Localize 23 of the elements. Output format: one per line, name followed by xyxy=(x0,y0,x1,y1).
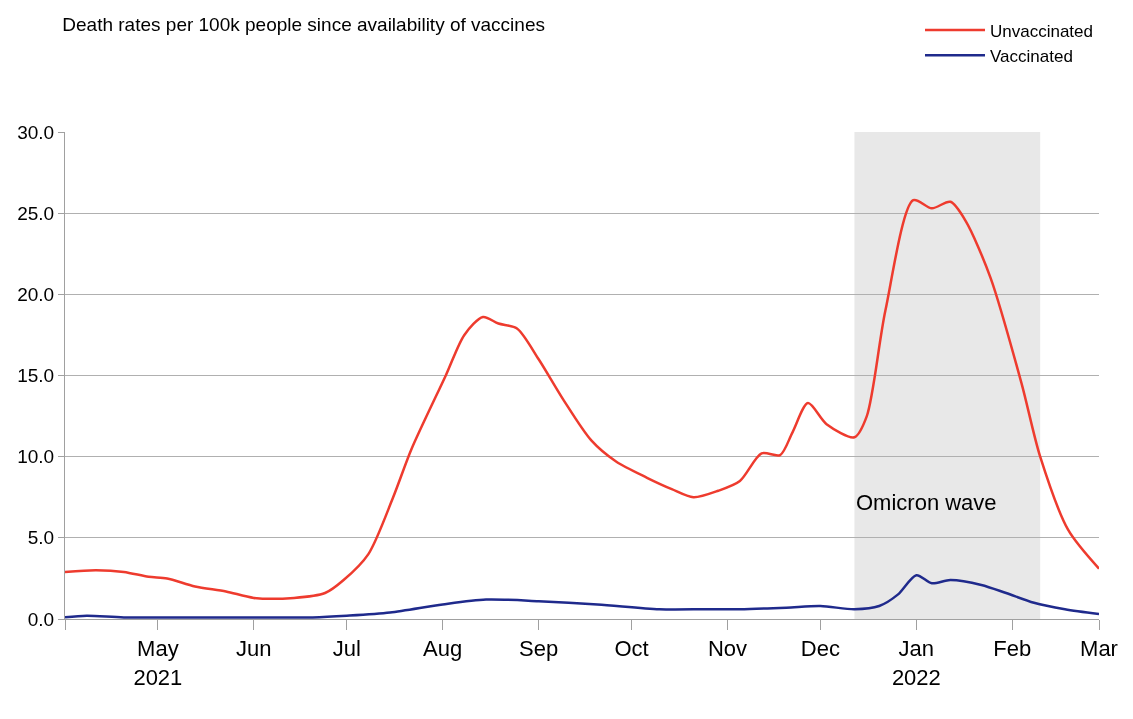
x-tick-label: Aug xyxy=(423,636,463,662)
x-tick-label: Nov xyxy=(707,636,748,662)
x-tick-label: Oct xyxy=(614,636,649,662)
x-tick-label: May 2021 xyxy=(133,636,183,690)
y-tick-label: 10.0 xyxy=(17,446,55,468)
x-tick-label: Jan 2022 xyxy=(891,636,941,690)
y-tick-label: 25.0 xyxy=(17,202,55,224)
y-tick-label: 0.0 xyxy=(27,608,55,630)
y-tick-label: 5.0 xyxy=(27,527,55,549)
legend-label: Vaccinated xyxy=(990,46,1073,66)
x-tick-label: Dec xyxy=(800,636,840,662)
x-tick-label: Mar xyxy=(1080,636,1118,662)
y-tick-label: 30.0 xyxy=(17,121,55,143)
y-tick-label: 15.0 xyxy=(17,365,55,387)
y-tick-label: 20.0 xyxy=(17,283,55,305)
legend-label: Unvaccinated xyxy=(990,21,1094,41)
line-series xyxy=(65,198,1099,600)
x-tick-label: Jul xyxy=(332,636,361,662)
x-tick-label: Feb xyxy=(993,636,1032,662)
chart-title: Death rates per 100k people since availability of vaccines xyxy=(62,14,545,36)
band-label: Omicron wave xyxy=(856,490,997,515)
x-tick-label: Jun xyxy=(236,636,272,662)
x-tick-label: Sep xyxy=(519,636,559,662)
